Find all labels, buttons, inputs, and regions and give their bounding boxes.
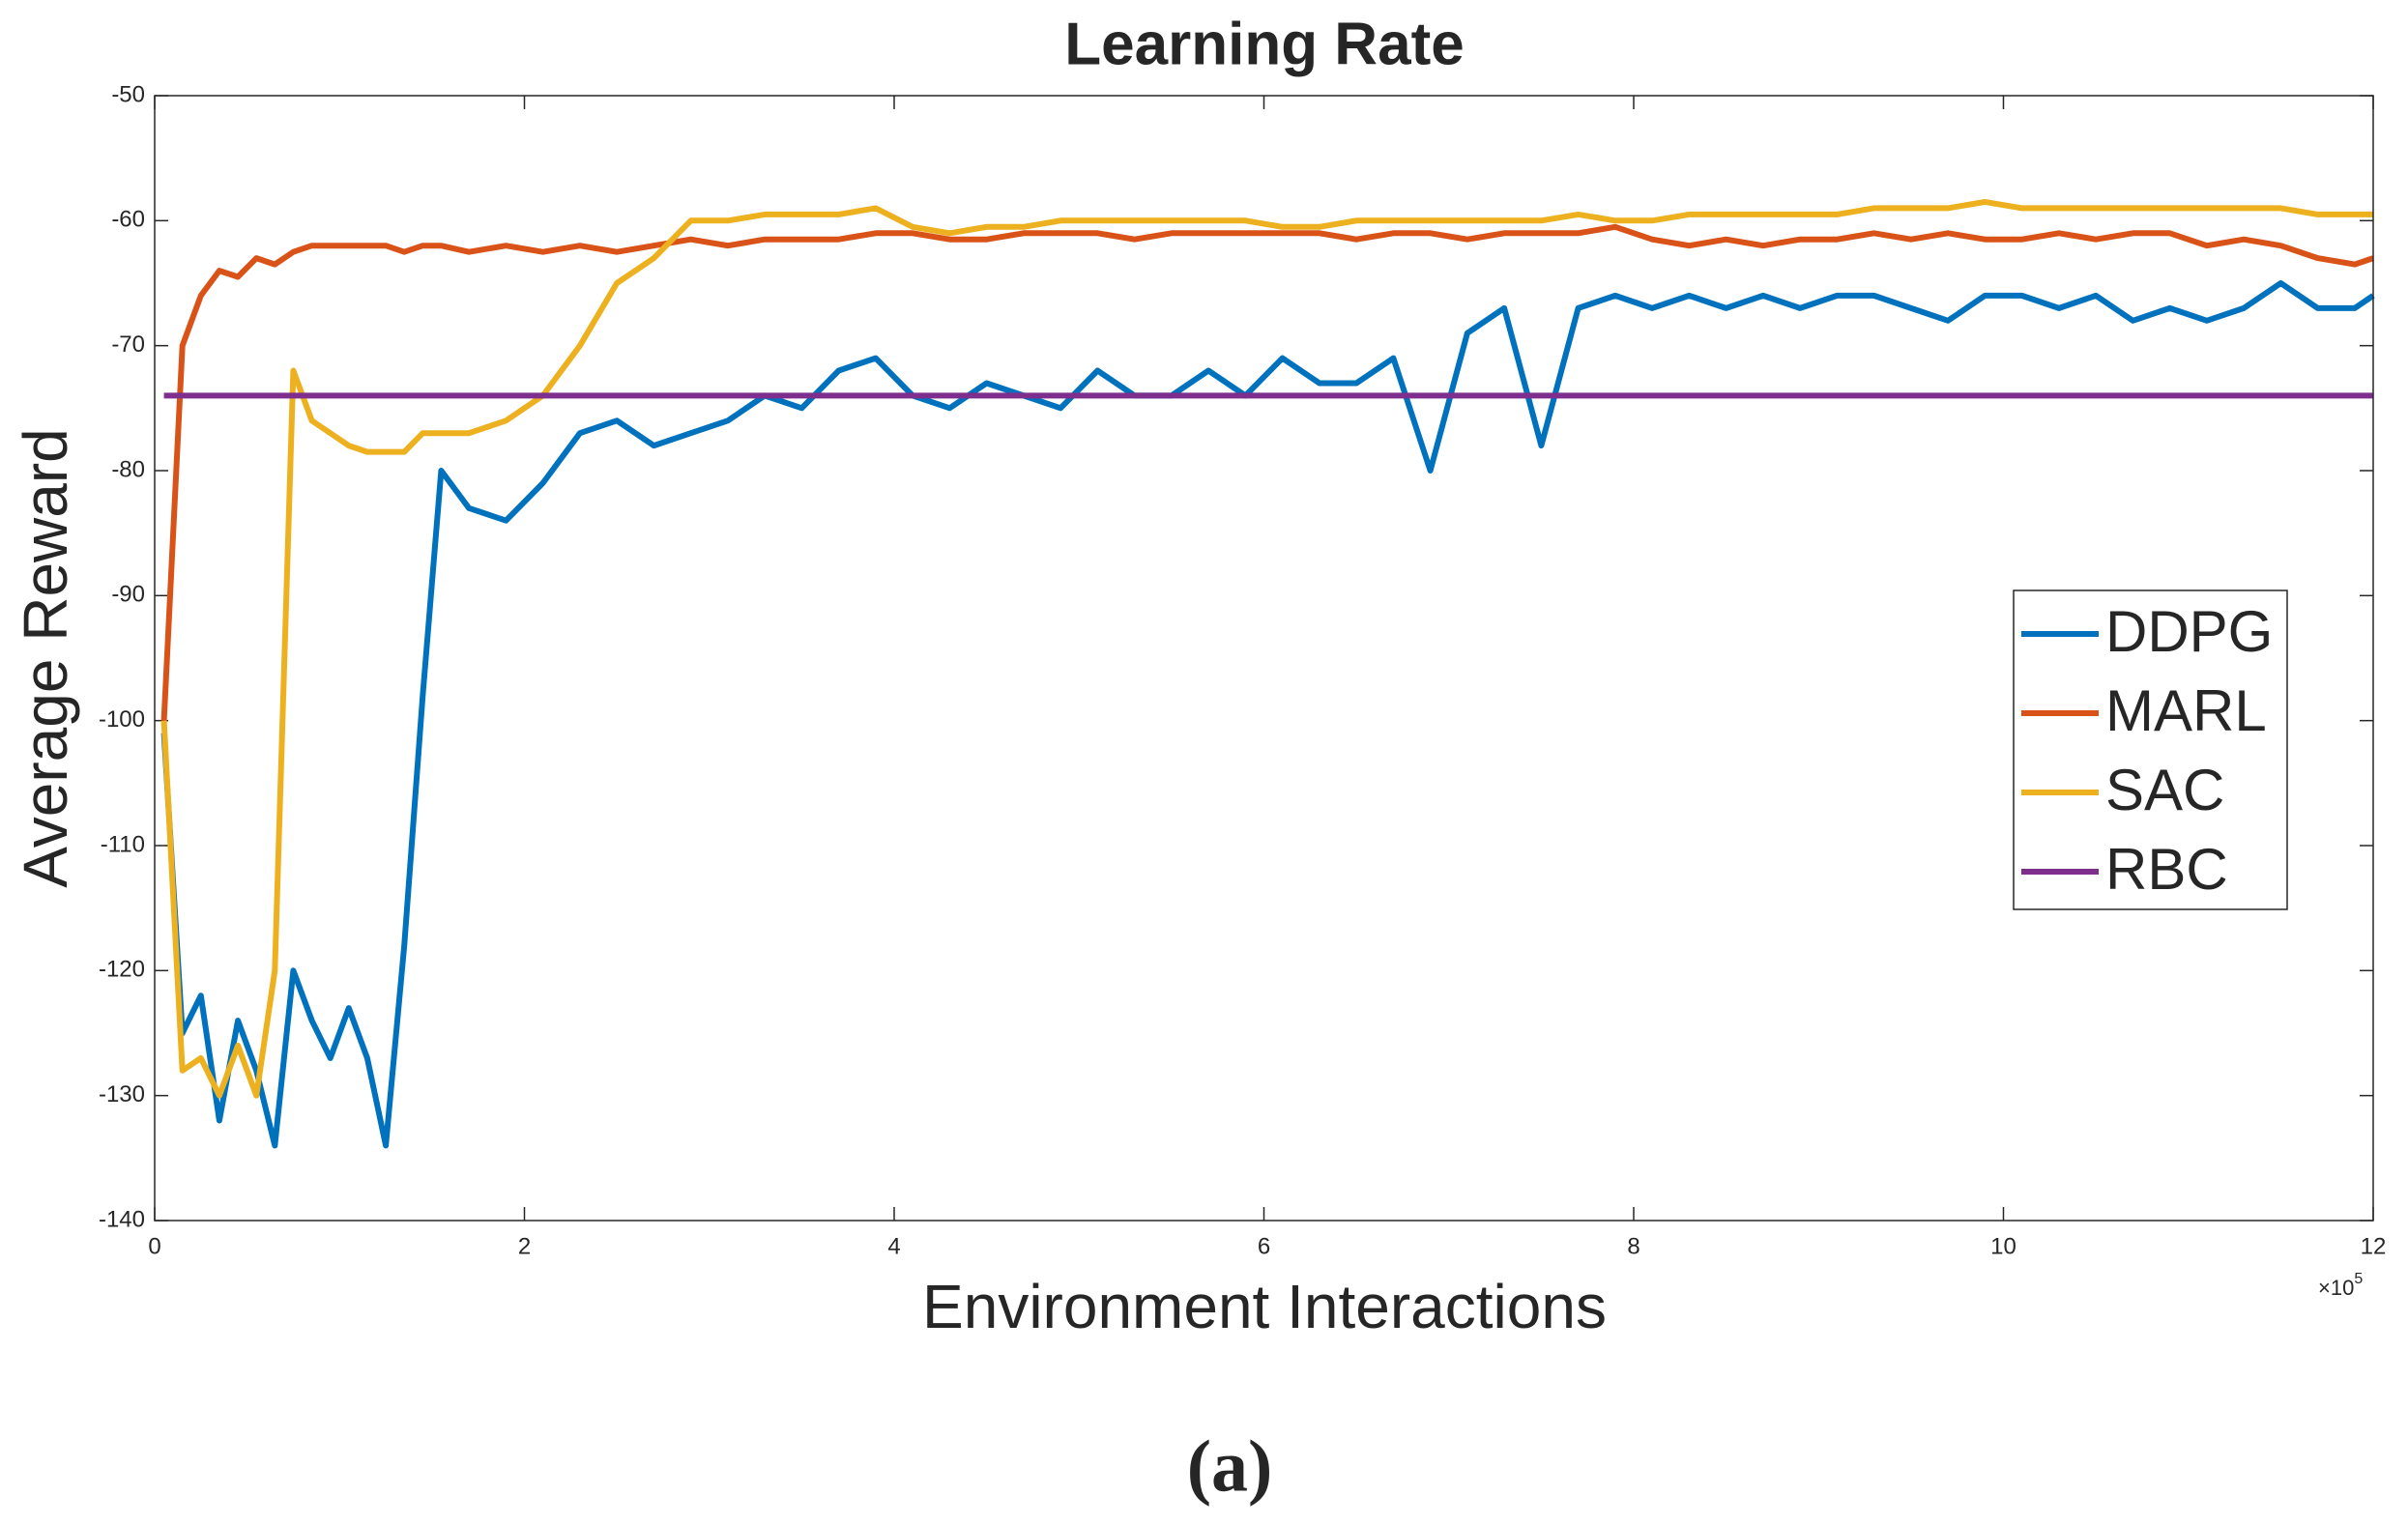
x-multiplier-exponent: 5 [2354,1271,2363,1287]
x-tick-label: 12 [2361,1233,2387,1259]
legend-label: DDPG [2105,599,2273,664]
x-tick-label: 2 [518,1233,531,1259]
legend-box [2013,589,2288,910]
y-tick-label: -110 [101,831,145,857]
x-tick-label: 4 [887,1233,900,1259]
x-axis-label: Environment Interactions [922,1272,1607,1341]
legend-label: SAC [2105,758,2224,822]
y-tick-label: -60 [111,207,145,233]
y-tick-label: -100 [99,706,145,733]
y-tick-label: -50 [111,81,145,107]
x-tick-label: 8 [1627,1233,1639,1259]
caption: (a) [1187,1425,1273,1507]
series-line [160,223,2374,721]
x-multiplier-base: ×10 [2318,1276,2354,1300]
x-tick-label: 10 [1990,1233,2016,1259]
x-tick-label: 6 [1258,1233,1270,1259]
y-tick-label: -90 [111,582,145,608]
y-tick-label: -130 [99,1081,145,1107]
x-multiplier: ×105 [2318,1271,2363,1300]
y-axis-label: Average Reward [11,428,80,888]
y-tick-label: -70 [111,331,145,358]
y-tick-label: -140 [99,1206,145,1232]
series-line [160,198,2373,1099]
x-tick-label: 0 [148,1233,160,1259]
chart-title: Learning Rate [1064,11,1464,77]
plot-frame [154,95,2374,1222]
legend-label: RBC [2105,837,2228,902]
y-tick-label: -80 [111,456,145,482]
legend-label: MARL [2105,678,2267,743]
y-tick-label: -120 [99,957,145,983]
